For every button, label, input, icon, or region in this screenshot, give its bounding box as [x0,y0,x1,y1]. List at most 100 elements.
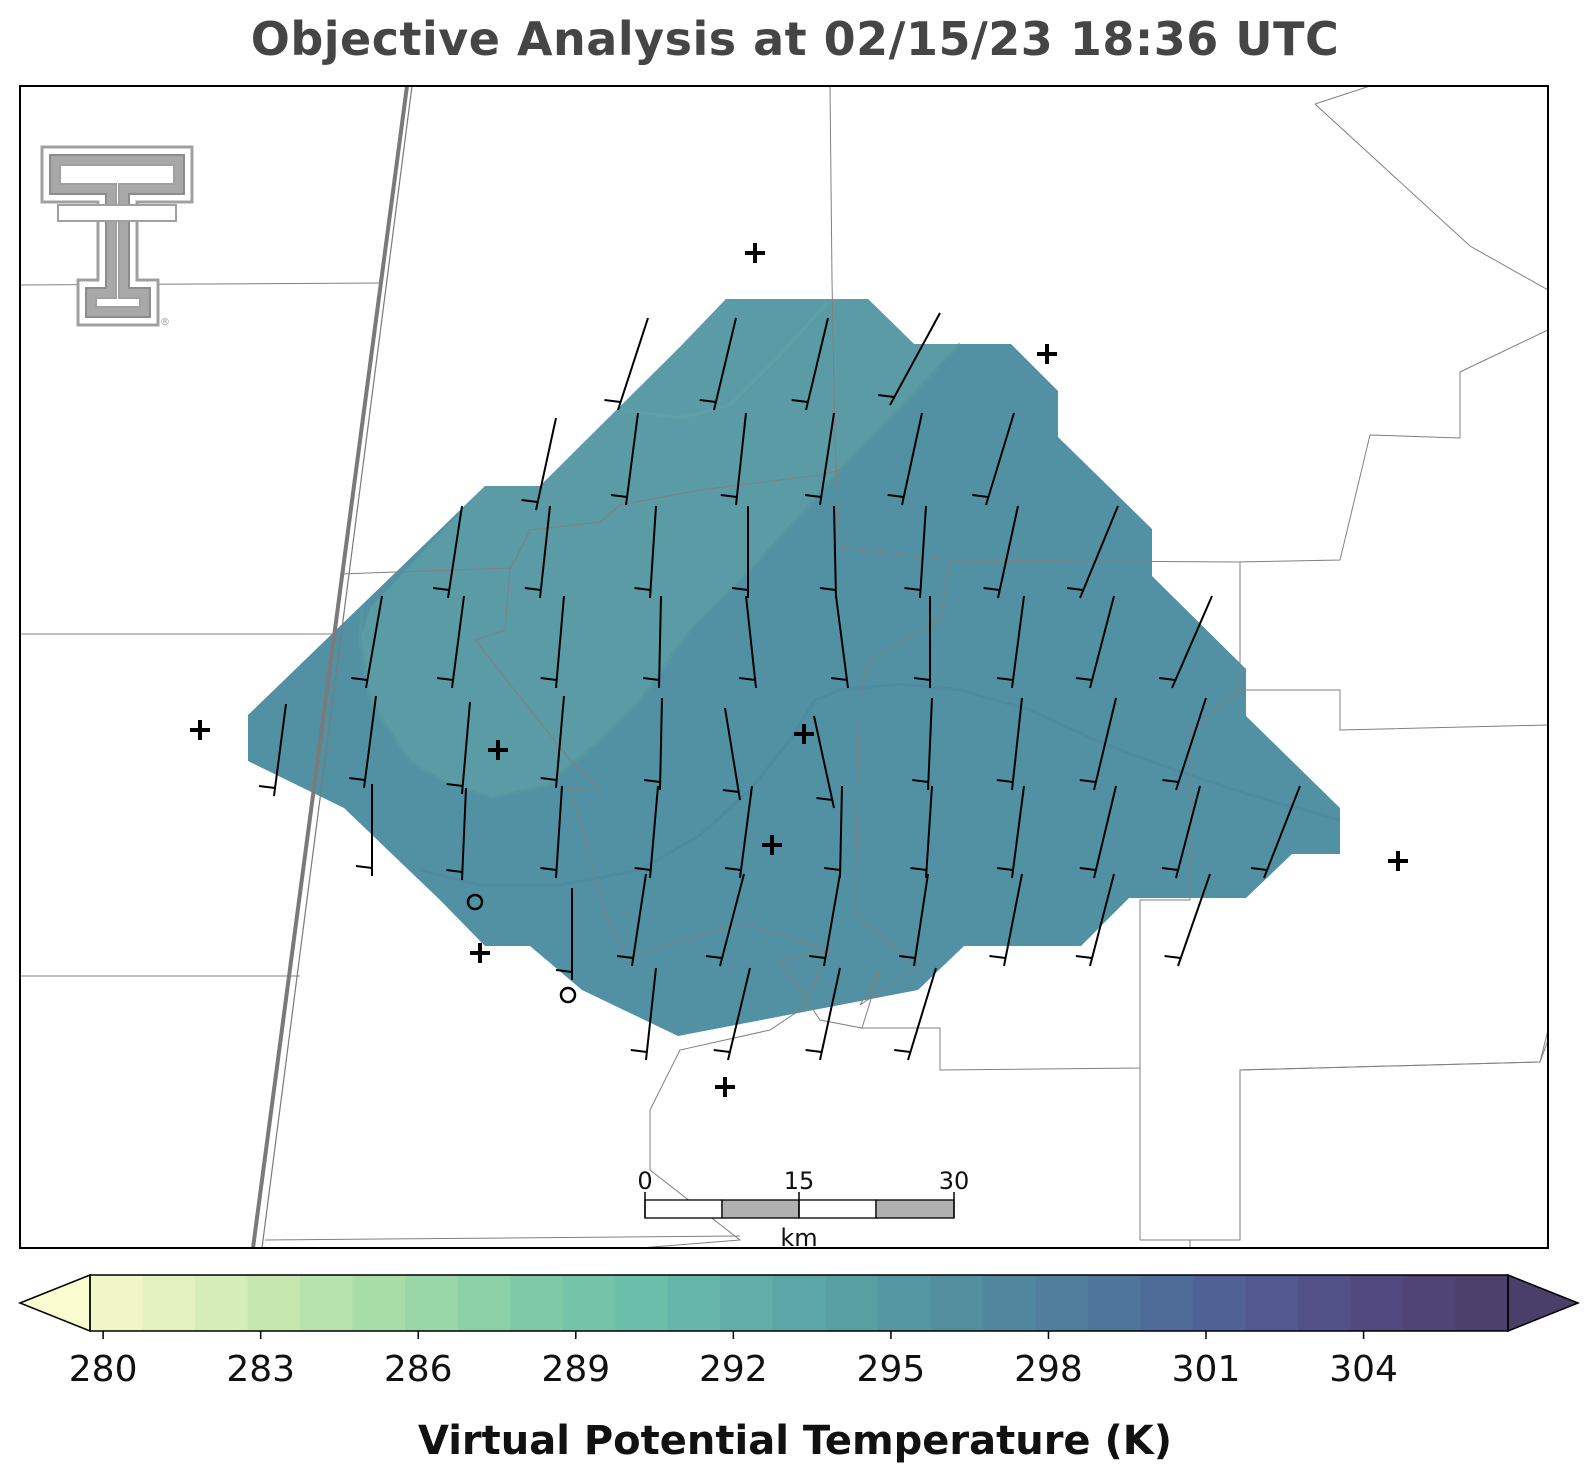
wind-barb-shaft [1079,505,1119,599]
wind-barb-feather [634,867,651,871]
colorbar-cell [300,1275,354,1331]
wind-barb-shaft [461,701,471,795]
wind-barb-feather [989,955,1006,959]
colorbar-tick-label: 295 [857,1349,926,1390]
colorbar-cell [825,1275,879,1331]
colorbar-cell [1192,1275,1247,1331]
wind-barb-shaft [889,312,941,406]
wind-barb-feather [1159,677,1176,681]
colorbar-cell [1402,1275,1457,1331]
colorbar-cell [195,1275,249,1331]
wind-barb-feather [1164,955,1181,959]
wind-barb-feather [898,955,916,959]
station-plus-marker [745,243,765,263]
wind-barb-shaft [735,412,747,506]
colorbar-cell [1035,1275,1089,1331]
colorbar-cells [90,1275,1509,1331]
colorbar-cell [982,1275,1036,1331]
wind-barb-shaft [907,967,937,1061]
wind-barb-feather [1079,867,1096,871]
wind-barb-shaft [447,505,463,599]
wind-barb-shaft [745,595,757,689]
wind-barb-shaft [658,595,662,689]
wind-barb-shaft [539,505,551,599]
wind-barb-feather [904,587,921,591]
wind-barb-feather [983,587,1000,591]
wind-barb-shaft [461,787,467,881]
wind-barb-feather [258,785,276,789]
colorbar-cell [562,1275,616,1331]
wind-barb-feather [887,494,904,498]
wind-barb-feather [644,779,661,783]
wind-barb-shaft [365,595,383,689]
wind-barb-shaft [451,595,465,689]
scale-label-30: 30 [939,1167,970,1195]
calm-wind-marker [466,893,484,911]
wind-barb-shaft [631,873,647,967]
logo-registered-mark: ® [160,317,170,328]
wind-barb-shaft [649,505,657,599]
wind-barb-shaft [555,695,565,789]
wind-barb-shaft [997,505,1019,599]
wind-barb-feather [819,587,836,591]
wind-barb-feather [913,677,931,681]
wind-barb-feather [1161,867,1179,871]
wind-barb-feather [610,494,628,498]
colorbar-frame [89,1274,1509,1332]
wind-barb-feather [355,865,373,869]
wind-barb-feather [705,955,723,959]
wind-barb-feather [877,394,895,398]
colorbar-cell [247,1275,301,1331]
analysis-fill-region [248,299,1340,1036]
contour-line-297 [358,342,962,800]
wind-barb-feather [348,777,366,781]
wind-barb-feather [996,779,1013,783]
wind-barb-shaft [739,785,753,879]
wind-barb-shaft [1011,697,1023,791]
wind-barb-shaft [823,873,841,967]
wind-barb-feather [1075,955,1093,959]
station-plus-marker [190,720,210,740]
wind-barb-feather [805,1049,822,1053]
wind-barb-feather [912,779,929,783]
wind-barb-shaft [901,412,923,506]
wind-barb-feather [996,677,1014,681]
colorbar-cell [930,1275,984,1331]
station-plus-marker [470,943,490,963]
colorbar-cell [1245,1275,1299,1331]
wind-barb-shaft [719,873,745,967]
colorbar-tick-label: 301 [1172,1349,1241,1390]
wind-barb-field [258,312,1301,1061]
colorbar-cell [1297,1275,1352,1331]
colorbar-tick-label: 283 [226,1349,295,1390]
station-plus-marker [488,740,508,760]
colorbar-cell [142,1275,196,1331]
wind-barb-feather [809,955,826,959]
wind-barb-shaft [1175,697,1207,791]
wind-barb-shaft [927,697,933,791]
colorbar-cell [1140,1275,1194,1331]
wind-barb-feather [540,777,557,781]
colorbar-extend-high [1507,1273,1581,1333]
wind-barb-shaft [659,697,663,791]
wind-barb-feather [643,677,660,681]
wind-barb-shaft [1177,873,1211,967]
wind-barb-feather [540,677,557,681]
colorbar-cell [457,1275,511,1331]
colorbar-tick-label: 304 [1329,1349,1398,1390]
wind-barb-shaft [363,695,377,789]
scale-unit: km [780,1224,817,1252]
wind-barb-shaft [555,595,565,689]
wind-barb-shaft [913,873,929,967]
wind-barb-feather [630,1049,647,1053]
state-boundary [251,86,413,1248]
colorbar-tick-label: 289 [541,1349,610,1390]
wind-barb-shaft [645,967,657,1061]
wind-barb-feather [724,867,742,871]
colorbar-cell [405,1275,459,1331]
colorbar-cell [1455,1275,1509,1331]
wind-barb-feather [555,969,573,973]
colorbar-tick-label: 298 [1014,1349,1083,1390]
colorbar-tick-label: 280 [69,1349,138,1390]
colorbar-cell [667,1275,721,1331]
